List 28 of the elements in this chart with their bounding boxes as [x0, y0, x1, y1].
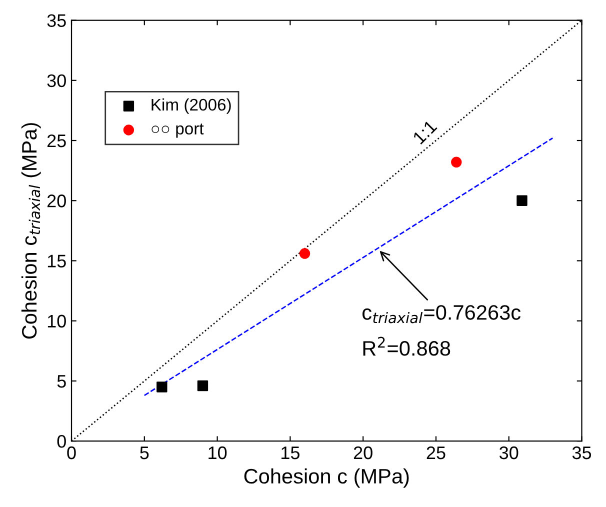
x-tick-label: 20: [354, 446, 372, 460]
y-tick-label: 15: [48, 254, 66, 268]
y-tick-label: 5: [57, 375, 66, 388]
y-tick-label: 30: [47, 74, 66, 88]
y-tick-label: 0: [57, 435, 66, 448]
point: [197, 380, 208, 392]
point: [156, 382, 168, 392]
x-axis-title: Cohesion c (MPa): [244, 468, 409, 488]
annotation: 1:1: [412, 120, 438, 144]
x-tick-label: 5: [140, 446, 149, 460]
x-tick-label: 35: [572, 446, 592, 460]
annotation: c$_{triaxial}$=0.76263c: [362, 305, 521, 324]
y-tick-label: 35: [47, 14, 66, 27]
y-tick-label: 25: [47, 134, 66, 148]
y-tick-label: 20: [47, 194, 66, 208]
y-axis-title: Cohesion c$_{triaxial}$ (MPa): [21, 123, 41, 339]
point: [516, 195, 528, 206]
y-tick-label: 10: [48, 314, 66, 328]
point: [299, 248, 310, 259]
x-tick-label: 15: [282, 446, 300, 460]
point: [451, 156, 462, 168]
legend-label: Kim (2006): [152, 98, 231, 114]
x-tick-label: 0: [67, 446, 76, 460]
x-tick-label: 30: [500, 446, 518, 460]
annotation: R$^{2}$=0.868: [363, 336, 450, 356]
x-tick-label: 25: [426, 446, 446, 460]
legend-label: ○○ port: [152, 124, 204, 138]
x-tick-label: 10: [208, 446, 227, 460]
